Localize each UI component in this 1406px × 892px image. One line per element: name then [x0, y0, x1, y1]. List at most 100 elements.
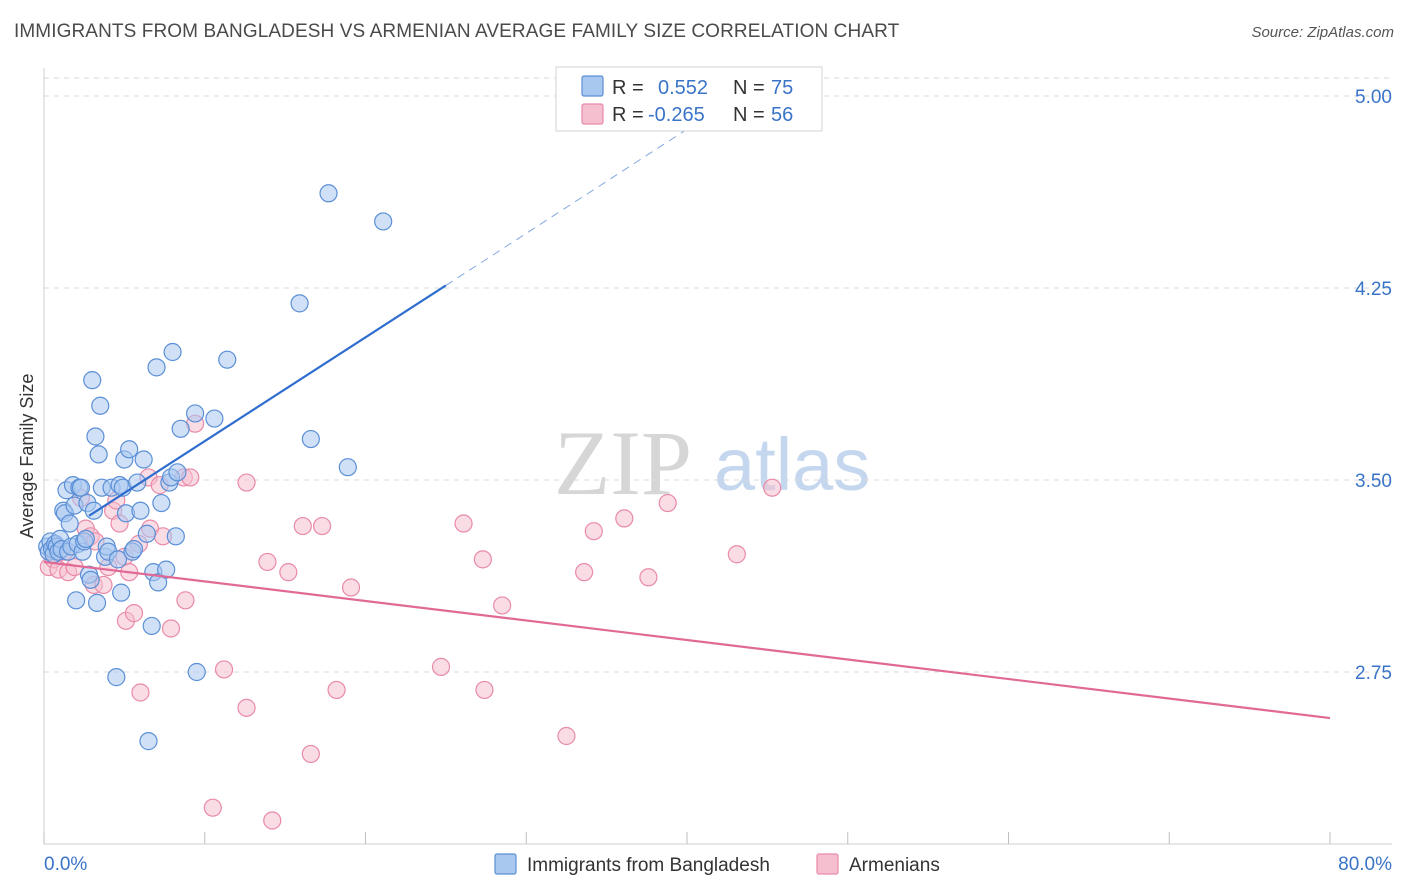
bangladesh-point — [124, 540, 144, 559]
armenians-point — [763, 478, 782, 497]
series-swatch-armenians — [816, 853, 839, 875]
armenians-point — [327, 680, 346, 700]
bangladesh-points — [38, 184, 393, 751]
armenians-point — [301, 744, 320, 764]
armenians-point — [575, 563, 594, 582]
bangladesh-point — [218, 350, 237, 369]
bangladesh-point — [186, 404, 205, 423]
armenians-point — [341, 578, 361, 597]
legend-swatch-pink — [581, 103, 604, 125]
bangladesh-point — [147, 358, 166, 377]
legend-n-label-pink: N = — [733, 104, 765, 126]
armenians-point — [263, 811, 282, 830]
legend-swatch-blue — [581, 75, 604, 97]
bangladesh-point — [149, 573, 168, 592]
bangladesh-point — [205, 409, 224, 428]
bangladesh-point — [86, 427, 105, 446]
armenians-trend-line — [43, 560, 1331, 720]
legend-n-value-blue: 75 — [771, 77, 793, 99]
x-tick-label-max: 80.0% — [1338, 854, 1392, 875]
y-tick-label: 3.50 — [1355, 471, 1392, 492]
armenians-point — [615, 509, 634, 528]
bangladesh-point — [112, 583, 131, 602]
gridlines — [44, 77, 1392, 673]
trend-lines — [43, 128, 1331, 720]
armenians-point — [237, 698, 256, 717]
bangladesh-point — [81, 570, 100, 589]
armenians-point — [124, 604, 144, 623]
armenians-point — [161, 619, 181, 638]
bangladesh-point — [137, 524, 156, 543]
armenians-point — [475, 680, 494, 700]
correlation-legend: R = 0.552 N = 75 R = -0.265 N = 56 — [555, 66, 823, 132]
armenians-point — [584, 522, 603, 541]
armenians-point — [493, 596, 512, 615]
bangladesh-point — [120, 440, 139, 459]
bangladesh-trend-extension — [445, 128, 688, 286]
bangladesh-trend-line — [88, 284, 447, 517]
y-axis-label: Average Family Size — [17, 374, 37, 539]
legend-n-value-pink: 56 — [771, 104, 793, 126]
source-credit: Source: ZipAtlas.com — [1251, 24, 1394, 41]
bangladesh-point — [301, 429, 320, 449]
bangladesh-point — [139, 732, 158, 751]
armenians-point — [431, 657, 451, 676]
bangladesh-point — [89, 445, 108, 464]
armenians-point — [639, 568, 658, 587]
y-tick-label: 4.25 — [1355, 279, 1392, 300]
y-tick-label: 5.00 — [1355, 87, 1392, 108]
legend-n-label-blue: N = — [733, 77, 765, 99]
armenians-point — [258, 552, 277, 572]
armenians-point — [312, 516, 332, 536]
bangladesh-point — [131, 501, 150, 520]
bangladesh-point — [163, 342, 182, 362]
bangladesh-point — [171, 419, 190, 438]
bangladesh-point — [152, 493, 171, 513]
bangladesh-point — [338, 458, 357, 477]
bangladesh-point — [107, 668, 126, 687]
chart-title: IMMIGRANTS FROM BANGLADESH VS ARMENIAN A… — [14, 21, 900, 42]
armenians-point — [473, 550, 492, 569]
bangladesh-point — [374, 212, 393, 231]
series-swatch-bangladesh — [494, 853, 517, 875]
legend-r-value-blue: 0.552 — [658, 77, 708, 99]
legend-r-label-pink: R = — [612, 104, 644, 126]
x-tick-label-min: 0.0% — [44, 854, 87, 875]
armenians-point — [214, 660, 234, 679]
y-tick-labels: 2.75 3.50 4.25 5.00 — [1355, 87, 1392, 684]
bangladesh-point — [60, 514, 79, 533]
armenians-point — [237, 473, 256, 492]
bangladesh-point — [84, 501, 103, 520]
x-axis-ticks — [43, 832, 1331, 844]
bangladesh-point — [67, 591, 86, 610]
bangladesh-point — [76, 529, 95, 548]
bangladesh-point — [71, 478, 91, 497]
bangladesh-point — [187, 662, 206, 682]
bangladesh-point — [142, 616, 161, 636]
series-label-armenians: Armenians — [849, 855, 940, 876]
watermark-atlas: atlas — [714, 423, 870, 506]
legend-r-value-pink: -0.265 — [648, 104, 705, 126]
y-tick-label: 2.75 — [1355, 663, 1392, 684]
armenians-point — [131, 683, 150, 702]
series-legend: Immigrants from Bangladesh Armenians — [494, 853, 940, 876]
bangladesh-point — [83, 371, 102, 390]
armenians-point — [454, 514, 473, 533]
armenians-point — [557, 726, 576, 746]
bangladesh-point — [157, 560, 176, 579]
armenians-point — [727, 545, 746, 564]
legend-r-label-blue: R = — [612, 77, 644, 99]
armenians-point — [203, 798, 222, 817]
bangladesh-point — [108, 550, 128, 569]
bangladesh-point — [319, 184, 338, 203]
axes — [43, 68, 1392, 845]
bangladesh-point — [134, 450, 153, 469]
bangladesh-point — [290, 294, 309, 313]
bangladesh-point — [168, 463, 187, 482]
bangladesh-point — [87, 593, 107, 612]
bangladesh-point — [166, 527, 185, 546]
armenians-point — [293, 516, 312, 536]
armenians-point — [658, 493, 677, 513]
armenians-point — [176, 591, 195, 610]
